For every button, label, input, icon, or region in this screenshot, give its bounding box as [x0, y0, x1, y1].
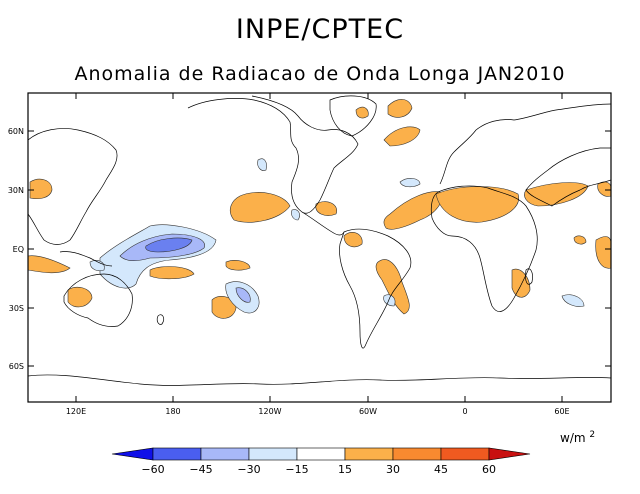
coastline-antarctica — [28, 374, 611, 386]
anomaly-positive — [573, 235, 587, 245]
anomaly-negative — [145, 237, 193, 253]
coastline-africa — [430, 185, 538, 312]
anomaly-positive — [211, 296, 237, 319]
coastline-maritime-continent — [59, 251, 113, 267]
colorbar-segment — [296, 447, 346, 461]
lat-label: 60N — [8, 127, 24, 136]
anomaly-positive — [229, 192, 291, 223]
anomaly-positive — [28, 255, 71, 274]
anomaly-negative — [561, 294, 585, 307]
anomaly-positive — [355, 106, 369, 119]
lon-label: 180 — [165, 407, 180, 416]
anomaly-positive — [375, 259, 410, 315]
lat-label: 60S — [9, 362, 24, 371]
anomaly-positive — [29, 178, 53, 200]
colorbar-label: −45 — [189, 463, 212, 476]
anomaly-positive — [225, 260, 251, 271]
colorbar-min-arrow — [111, 447, 154, 461]
colorbar-segment — [440, 447, 490, 461]
colorbar-segment — [200, 447, 250, 461]
units-exponent: 2 — [589, 430, 596, 440]
coastline-greenland — [329, 95, 377, 137]
lat-label: EQ — [13, 245, 24, 254]
coastline-east-asia — [28, 128, 118, 245]
anomaly-negative — [257, 158, 267, 171]
lat-label: 30N — [8, 186, 24, 195]
lon-label: 0 — [462, 407, 467, 416]
anomaly-positive — [343, 232, 363, 248]
colorbar-label: 15 — [338, 463, 352, 476]
anomaly-layer — [28, 99, 611, 319]
coastline-australia — [63, 273, 133, 327]
anomaly-positive — [67, 286, 93, 308]
colorbar-label: −30 — [237, 463, 260, 476]
map-frame — [27, 92, 612, 403]
colorbar-label: −15 — [285, 463, 308, 476]
lon-label: 60E — [554, 407, 569, 416]
colorbar-label: 30 — [386, 463, 400, 476]
latitude-labels: 60N 30N EQ 30S 60S — [8, 127, 24, 371]
lon-label: 120W — [258, 407, 281, 416]
coastline-south-america — [339, 228, 412, 349]
colorbar: −60 −45 −30 −15 15 30 45 60 — [111, 447, 531, 476]
colorbar-label: −60 — [141, 463, 164, 476]
units-base: w/m — [560, 431, 586, 445]
coastline-new-zealand — [156, 314, 164, 325]
coastline-asia — [525, 147, 611, 207]
colorbar-max-arrow — [488, 447, 531, 461]
coastline-north-america — [187, 95, 359, 214]
lat-label: 30S — [9, 304, 24, 313]
anomaly-positive — [524, 182, 589, 207]
colorbar-segment — [392, 447, 442, 461]
anomaly-positive — [387, 99, 413, 118]
lon-label: 60W — [359, 407, 377, 416]
units-label: w/m 2 — [560, 430, 595, 445]
anomaly-negative — [399, 178, 421, 188]
anomaly-positive — [383, 191, 442, 230]
anomaly-positive — [597, 181, 611, 197]
map-subtitle: Anomalia de Radiacao de Onda Longa JAN20… — [74, 63, 566, 85]
colorbar-label: 60 — [482, 463, 496, 476]
anomaly-negative — [383, 294, 396, 307]
page-title: INPE/CPTEC — [235, 14, 405, 45]
coastline-europe — [439, 103, 611, 185]
colorbar-segment — [344, 447, 394, 461]
colorbar-segment — [152, 447, 202, 461]
coastline-madagascar — [525, 268, 533, 285]
anomaly-positive — [149, 266, 195, 280]
coastlines — [28, 95, 611, 386]
anomaly-negative — [235, 287, 251, 303]
colorbar-segment — [248, 447, 298, 461]
map-ticks — [28, 93, 611, 402]
anomaly-positive — [435, 186, 519, 223]
anomaly-positive — [595, 236, 611, 269]
anomaly-negative — [291, 209, 300, 221]
anomaly-positive — [315, 201, 337, 216]
anomaly-positive — [383, 126, 421, 147]
colorbar-label: 45 — [434, 463, 448, 476]
longitude-labels: 120E 180 120W 60W 0 60E — [66, 407, 570, 416]
coastline-central-america — [301, 211, 345, 236]
lon-label: 120E — [66, 407, 86, 416]
